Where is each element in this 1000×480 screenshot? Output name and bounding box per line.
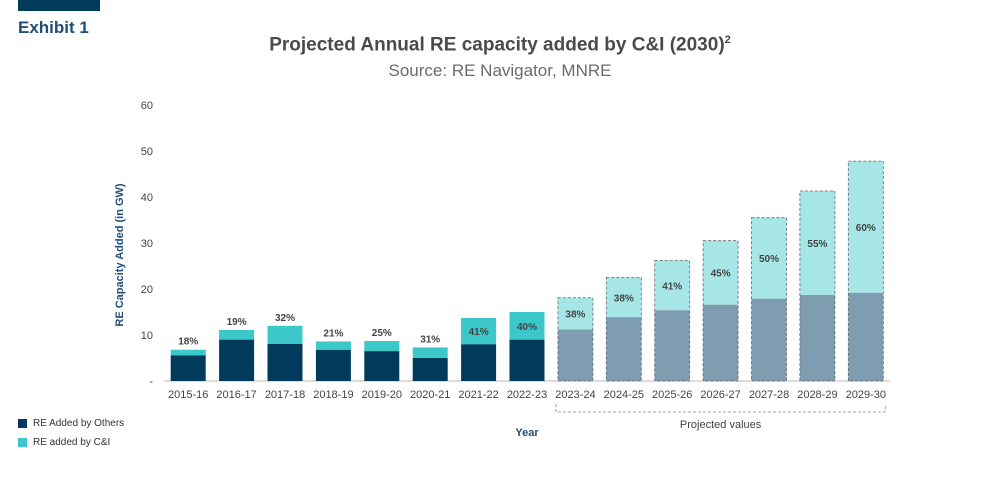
y-tick-label: 50	[141, 146, 153, 158]
bar-others	[364, 351, 400, 381]
x-tick-label: 2020-21	[410, 389, 450, 401]
bar-others	[654, 310, 690, 381]
bar-projected-outline	[654, 260, 691, 382]
projected-label: Projected values	[680, 419, 762, 431]
share-label: 60%	[856, 223, 876, 234]
x-tick-label: 2023-24	[555, 389, 595, 401]
share-label: 19%	[227, 317, 247, 328]
share-label: 41%	[662, 281, 682, 292]
bar-ci	[412, 347, 448, 358]
share-label: 40%	[517, 322, 537, 333]
chart-subtitle: Source: RE Navigator, MNRE	[388, 61, 612, 80]
bar-ci	[315, 341, 351, 350]
x-axis-label: Year	[515, 427, 539, 439]
bar-others	[799, 294, 835, 381]
y-tick-label: -	[149, 376, 153, 388]
y-tick-label: 20	[141, 284, 153, 296]
x-tick-label: 2028-29	[797, 389, 837, 401]
y-tick-label: 30	[141, 238, 153, 250]
bar-ci	[267, 325, 303, 344]
y-axis-label: RE Capacity Added (in GW)	[114, 183, 126, 327]
y-tick-label: 10	[141, 330, 153, 342]
exhibit-label: Exhibit 1	[18, 18, 89, 37]
bar-others	[509, 339, 545, 381]
bar-others	[557, 329, 593, 381]
x-tick-label: 2016-17	[216, 389, 256, 401]
legend-swatch-ci	[18, 438, 27, 447]
bar-others	[703, 304, 739, 381]
bar-ci	[751, 217, 787, 299]
legend-item-others: RE Added by Others	[18, 418, 124, 429]
share-label: 32%	[275, 313, 295, 324]
bar-others	[219, 339, 255, 381]
share-label: 38%	[565, 310, 585, 321]
bar-others	[751, 298, 787, 381]
share-label: 50%	[759, 254, 779, 265]
bar-ci	[461, 317, 497, 345]
bar-ci	[654, 260, 690, 311]
bar-others	[848, 292, 884, 381]
share-label: 45%	[711, 269, 731, 280]
x-tick-label: 2019-20	[362, 389, 402, 401]
bar-others	[461, 344, 497, 381]
chart-title-text: Projected Annual RE capacity added by C&…	[269, 34, 725, 56]
bar-ci	[219, 329, 255, 340]
x-tick-label: 2027-28	[749, 389, 789, 401]
y-tick-label: 60	[141, 100, 153, 112]
exhibit-accent-bar	[18, 0, 100, 11]
x-tick-label: 2025-26	[652, 389, 692, 401]
share-label: 38%	[614, 293, 634, 304]
bar-ci	[364, 340, 400, 352]
bar-others	[315, 349, 351, 381]
bar-ci	[509, 312, 545, 340]
share-label: 21%	[323, 328, 343, 339]
bar-others	[412, 358, 448, 381]
bar-ci	[848, 161, 884, 293]
x-tick-label: 2022-23	[507, 389, 547, 401]
chart-title: Projected Annual RE capacity added by C&…	[0, 34, 1000, 56]
bar-ci	[606, 277, 642, 318]
x-tick-label: 2029-30	[846, 389, 886, 401]
legend-label-ci: RE added by C&I	[33, 437, 111, 448]
share-label: 55%	[807, 239, 827, 250]
bar-projected-outline	[847, 160, 884, 382]
bar-projected-outline	[702, 240, 739, 382]
x-tick-label: 2018-19	[313, 389, 353, 401]
share-label: 41%	[469, 327, 489, 338]
bar-others	[606, 317, 642, 381]
x-tick-label: 2021-22	[458, 389, 498, 401]
bar-ci	[703, 240, 739, 305]
bar-others	[267, 343, 303, 381]
projected-bracket	[555, 404, 886, 413]
legend-swatch-others	[18, 419, 27, 428]
x-tick-label: 2026-27	[700, 389, 740, 401]
share-label: 18%	[178, 337, 198, 348]
bar-ci	[170, 349, 206, 356]
legend-label-others: RE Added by Others	[33, 418, 125, 429]
bar-projected-outline	[799, 190, 836, 382]
legend-item-ci: RE added by C&I	[18, 437, 110, 448]
share-label: 25%	[372, 328, 392, 339]
share-label: 31%	[420, 334, 440, 345]
y-tick-label: 40	[141, 192, 153, 204]
bar-projected-outline	[751, 217, 787, 382]
bar-projected-outline	[557, 297, 594, 382]
bar-ci	[557, 297, 593, 330]
bar-projected-outline	[605, 277, 642, 382]
bar-ci	[799, 191, 835, 295]
x-tick-label: 2017-18	[265, 389, 305, 401]
chart-title-superscript: 2	[724, 34, 731, 46]
bar-others	[170, 355, 206, 381]
x-tick-label: 2024-25	[604, 389, 644, 401]
x-tick-label: 2015-16	[168, 389, 208, 401]
